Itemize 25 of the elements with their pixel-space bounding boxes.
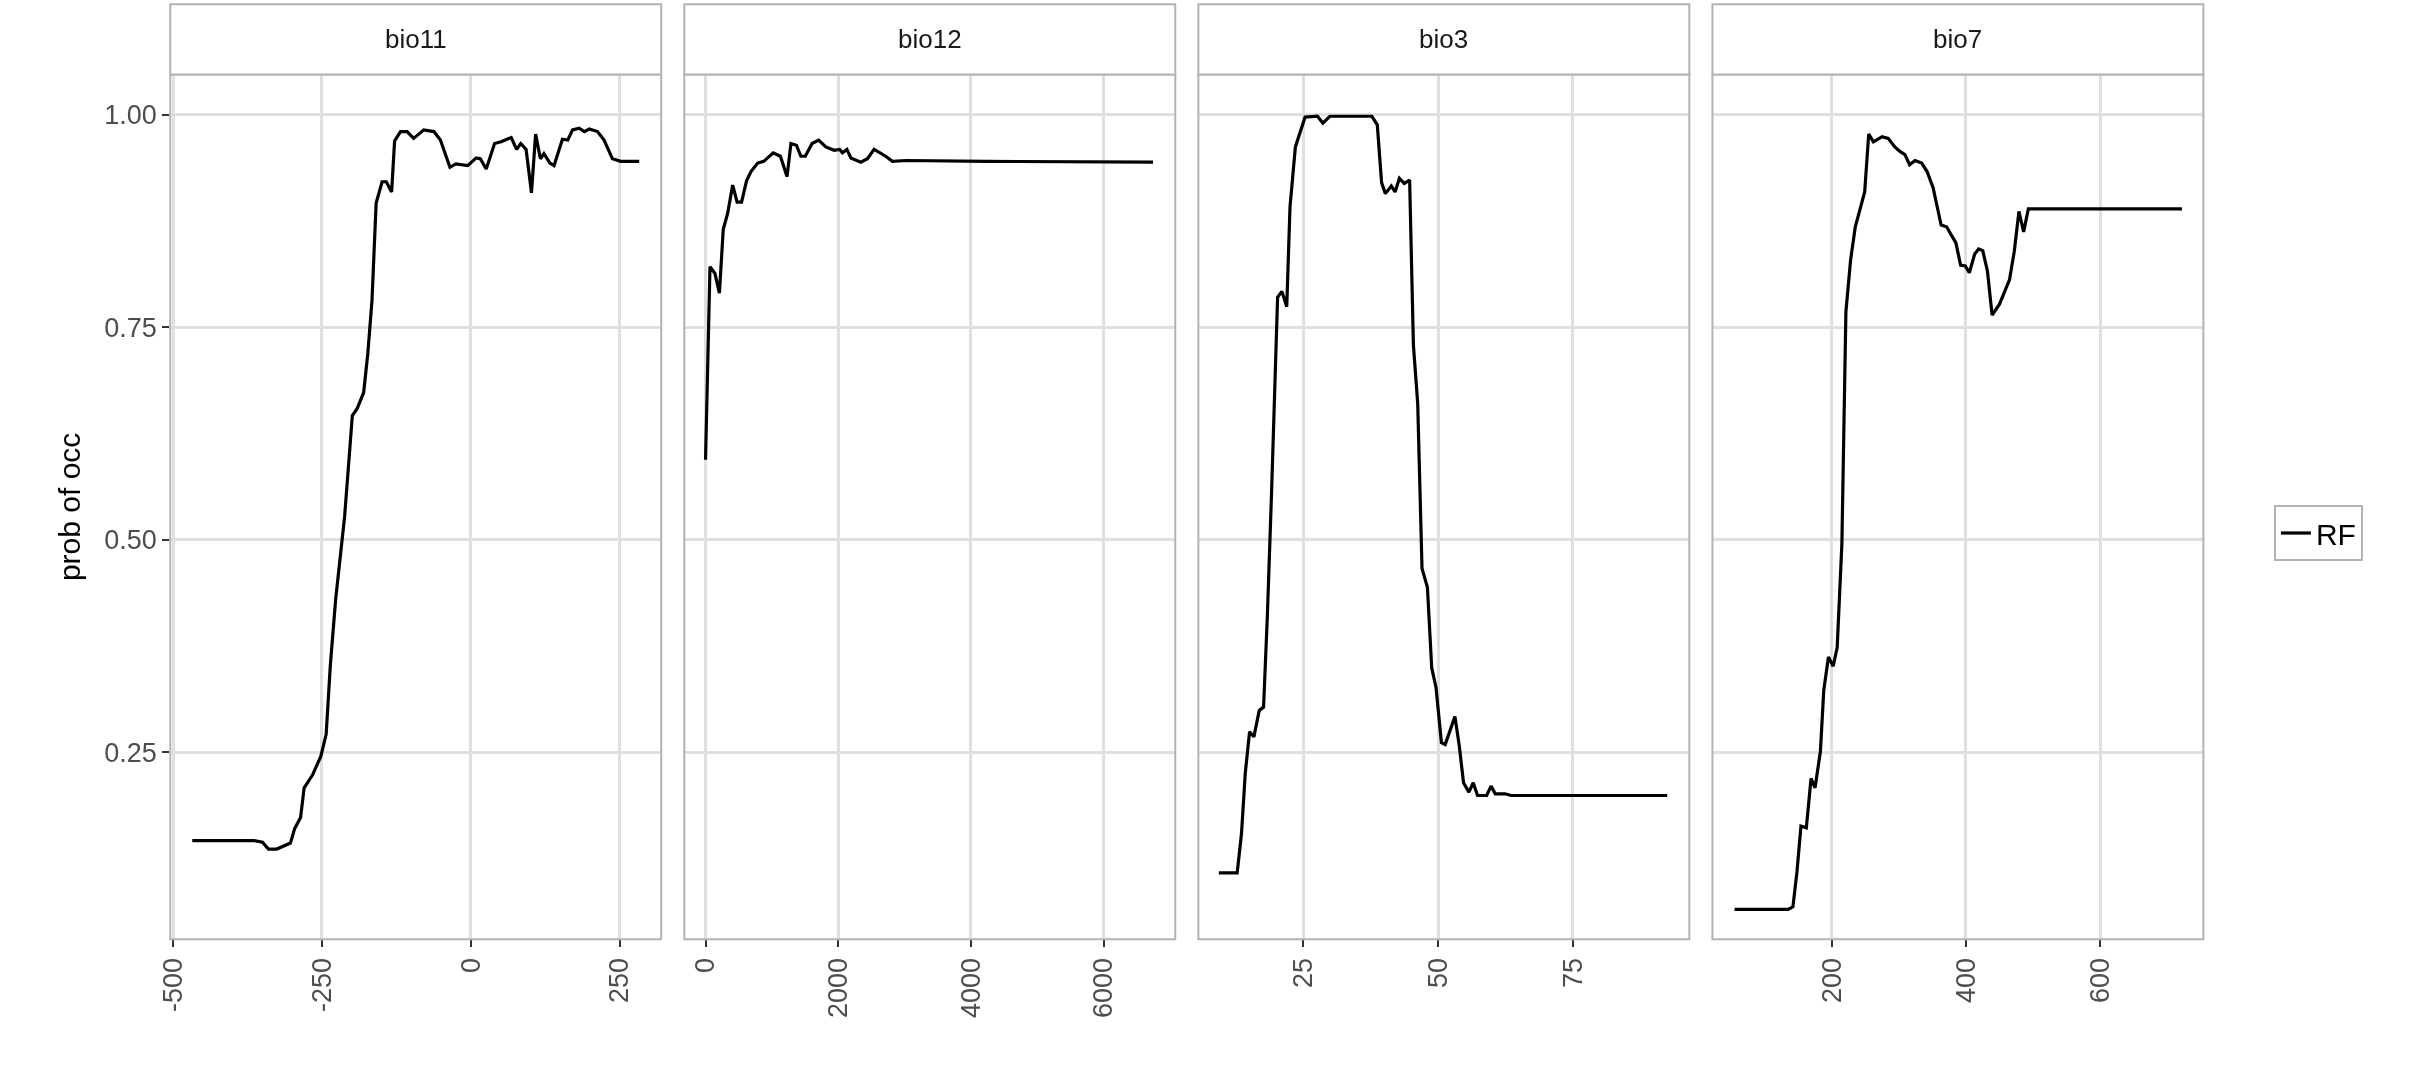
x-tick-label: 400 [1950,957,1981,1004]
y-axis-title: prob of occ [53,432,87,582]
line-series [190,126,641,851]
x-tick-label: -500 [157,957,188,1012]
chart-title: bio7 [1933,24,1983,54]
x-tick-label: -250 [306,957,337,1012]
legend-label: RF [2315,517,2356,551]
x-tick-label: 200 [1816,957,1847,1004]
x-tick-label: 25 [1288,957,1319,988]
y-tick-label: 1.00 [104,100,157,131]
x-tick-label: 0 [690,957,721,973]
x-tick-label: 75 [1557,957,1588,988]
x-tick-label: 0 [455,957,486,973]
chart-title: bio3 [1419,24,1469,54]
x-tick-label: 50 [1422,957,1453,988]
y-tick-label: 0.25 [104,737,157,768]
y-tick-label: 0.75 [104,312,157,343]
x-tick-label: 250 [604,957,635,1004]
x-tick-label: 6000 [1088,957,1119,1019]
x-tick-label: 2000 [823,957,853,1019]
x-tick-label: 600 [2084,957,2115,1004]
chart-title: bio11 [385,24,447,54]
chart-title: bio12 [898,24,962,54]
y-tick-label: 0.50 [104,525,157,556]
x-tick-label: 4000 [955,957,986,1019]
